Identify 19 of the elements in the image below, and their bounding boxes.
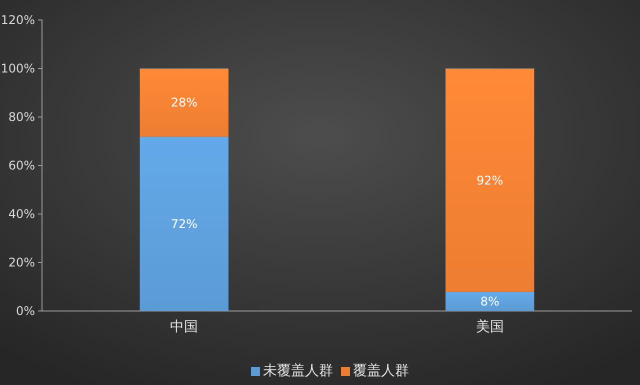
y-tick-label: 100% [0, 61, 35, 76]
bar [446, 68, 534, 292]
data-label: 92% [476, 173, 504, 188]
legend-label: 未覆盖人群 [263, 363, 333, 379]
x-tick-label: 中国 [170, 318, 198, 335]
data-label: 28% [170, 96, 198, 110]
y-tick-label: 60% [8, 158, 35, 172]
y-tick-label: 0% [16, 304, 35, 318]
data-label: 8% [480, 294, 500, 308]
x-tick-label: 美国 [476, 318, 504, 335]
y-tick-label: 40% [8, 206, 35, 221]
y-tick-label: 80% [8, 110, 35, 124]
bar [446, 292, 534, 311]
legend-label: 覆盖人群 [353, 363, 409, 379]
y-tick-label: 120% [0, 12, 35, 27]
data-label: 72% [170, 216, 198, 231]
bar [140, 136, 228, 311]
bar [140, 68, 228, 136]
y-tick-label: 20% [8, 255, 35, 270]
